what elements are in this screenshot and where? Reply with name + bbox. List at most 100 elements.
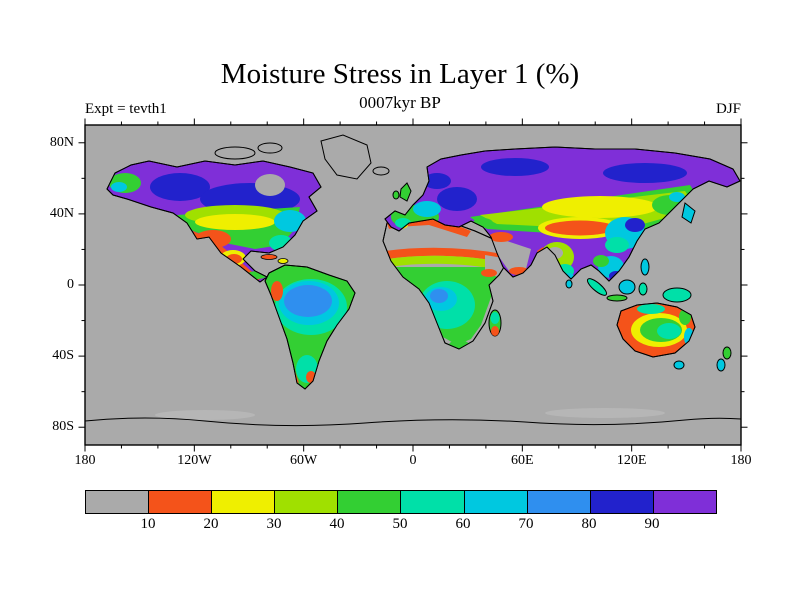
colorbar-swatch-50-60 (401, 491, 465, 513)
lon-tick-label: 60W (290, 453, 318, 468)
colorbar-swatch-20-30 (212, 491, 276, 513)
colorbar-tick-label: 60 (455, 516, 471, 532)
colorbar-swatch-80-90 (590, 491, 654, 513)
lon-tick-label: 0 (409, 453, 417, 468)
tasmania (673, 360, 685, 370)
new-zealand-north (722, 346, 732, 360)
contour-region (542, 196, 658, 218)
plot-subtitle: 0007kyr BP (359, 93, 441, 112)
contour-region (382, 216, 510, 350)
contour-region (255, 174, 285, 196)
borneo (618, 279, 636, 295)
arctic-island (257, 142, 283, 154)
contour-region (603, 163, 687, 183)
philippines (640, 258, 650, 276)
iceland (372, 166, 390, 176)
colorbar-swatch-10-20 (149, 491, 213, 513)
lon-tick-label: 120E (616, 453, 647, 468)
contour-region (545, 220, 615, 236)
lon-tick-label: 180 (730, 453, 752, 468)
madagascar (488, 309, 502, 337)
new-zealand-south (716, 358, 726, 372)
eurasia (384, 146, 741, 282)
contour-region (111, 182, 127, 192)
contour-region (491, 326, 499, 336)
contour-region (481, 158, 549, 176)
sea-ice-patch (545, 408, 665, 418)
colorbar-tick-label: 80 (581, 516, 597, 532)
great-britain (399, 182, 412, 202)
contour-region (490, 312, 500, 324)
contour-region (625, 218, 645, 232)
contour-region (387, 255, 509, 271)
contour-region (385, 247, 509, 263)
contour-region (437, 187, 477, 211)
contour-region (657, 323, 681, 339)
greenland (320, 134, 372, 180)
lat-tick-label: 40S (52, 348, 74, 364)
contour-region (481, 269, 497, 277)
japan (681, 202, 696, 224)
north-america (106, 160, 322, 283)
lon-tick-label: 120W (177, 453, 212, 468)
colorbar-labels: 10 20 30 40 50 60 70 80 90 (85, 516, 715, 536)
colorbar-tick-label: 70 (518, 516, 534, 532)
world-map-canvas (78, 118, 748, 452)
colorbar-swatch-60-70 (464, 491, 528, 513)
sri-lanka (565, 279, 573, 289)
contour-region (284, 285, 332, 317)
cuba (260, 254, 278, 260)
lat-tick-label: 80N (49, 134, 74, 150)
colorbar-tick-label: 30 (266, 516, 282, 532)
ireland (392, 190, 400, 200)
contour-region (637, 304, 665, 314)
colorbar-tick-label: 40 (329, 516, 345, 532)
contour-region (593, 255, 609, 267)
colorbar-tick-label: 50 (392, 516, 408, 532)
lon-tick-label: 60E (511, 453, 534, 468)
plot-title: Moisture Stress in Layer 1 (%) (220, 58, 580, 90)
colorbar-swatch-70-80 (527, 491, 591, 513)
java (606, 294, 628, 302)
new-guinea (662, 287, 692, 303)
contour-region (106, 160, 322, 283)
contour-region (489, 235, 531, 273)
lat-tick-label: 80S (52, 419, 74, 435)
axis-ticks (78, 118, 748, 452)
experiment-label: Expt = tevth1 (85, 101, 167, 117)
contour-region (271, 281, 283, 301)
contour-region (423, 173, 451, 189)
hispaniola (277, 258, 289, 264)
contour-region (616, 302, 696, 358)
contour-region (413, 201, 441, 217)
colorbar-swatch-0-10 (86, 491, 150, 513)
contour-region (274, 210, 306, 232)
sumatra (586, 278, 608, 296)
map-content (84, 124, 742, 446)
season-label: DJF (715, 101, 741, 117)
colorbar (85, 490, 717, 514)
lon-tick-label: 180 (74, 453, 96, 468)
sulawesi (638, 282, 648, 296)
contour-region (264, 264, 356, 390)
contour-region (489, 232, 513, 242)
colorbar-tick-label: 90 (644, 516, 660, 532)
colorbar-tick-label: 20 (203, 516, 219, 532)
colorbar-swatch-40-50 (338, 491, 402, 513)
south-america (264, 264, 356, 390)
contour-region (605, 237, 629, 253)
colorbar-tick-label: 10 (140, 516, 156, 532)
antarctica (84, 417, 742, 446)
lat-tick-label: 0 (67, 277, 74, 292)
contour-region (384, 146, 741, 282)
arctic-island (214, 146, 256, 160)
contour-region (195, 214, 275, 230)
sea-ice-patch (155, 410, 255, 420)
colorbar-swatch-90-100 (653, 491, 716, 513)
contour-region (150, 173, 210, 201)
contour-region (430, 289, 448, 303)
contour-region (669, 192, 685, 202)
colorbar-swatch-30-40 (275, 491, 339, 513)
lat-tick-label: 40N (49, 205, 74, 221)
